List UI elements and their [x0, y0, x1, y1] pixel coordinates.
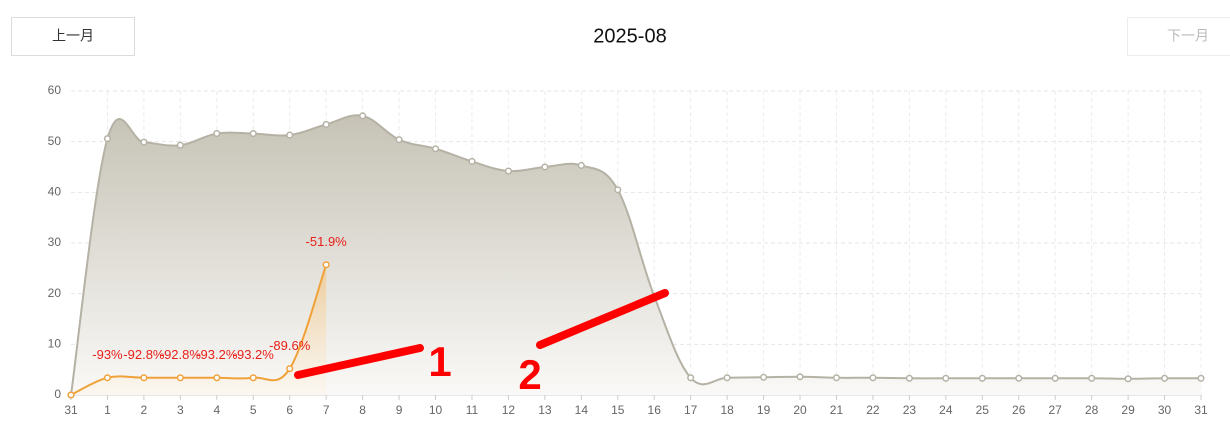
x-tick-label: 29: [1121, 403, 1135, 417]
y-tick-label: 30: [48, 235, 62, 249]
data-point: [1198, 375, 1204, 381]
data-point: [1016, 375, 1022, 381]
data-point: [579, 163, 585, 169]
y-tick-label: 50: [48, 134, 62, 148]
x-tick-label: 25: [976, 403, 990, 417]
data-point: [105, 136, 111, 142]
x-tick-label: 17: [684, 403, 698, 417]
data-point: [615, 187, 621, 193]
x-tick-label: 21: [830, 403, 844, 417]
data-point: [506, 168, 512, 174]
x-tick-label: 19: [757, 403, 771, 417]
next-button-label[interactable]: 下一月: [1167, 28, 1209, 44]
data-point: [141, 375, 147, 381]
data-point: [214, 131, 220, 137]
x-tick-label: 10: [429, 403, 443, 417]
data-point: [907, 375, 913, 381]
x-tick-label: 3: [177, 403, 184, 417]
x-tick-label: 11: [466, 403, 479, 417]
x-tick-label: 13: [538, 403, 552, 417]
data-point: [943, 375, 949, 381]
y-tick-label: 0: [54, 387, 61, 401]
data-point: [360, 113, 366, 119]
x-tick-label: 16: [648, 403, 662, 417]
x-tick-label: 24: [939, 403, 953, 417]
x-tick-label: 18: [720, 403, 734, 417]
prev-button-label[interactable]: 上一月: [52, 28, 94, 44]
x-tick-label: 8: [359, 403, 366, 417]
x-tick-label: 14: [575, 403, 589, 417]
data-point: [1162, 375, 1168, 381]
y-tick-label: 10: [48, 337, 62, 351]
x-tick-label: 27: [1049, 403, 1063, 417]
x-tick-label: 22: [866, 403, 880, 417]
data-point: [287, 132, 293, 138]
data-point: [724, 375, 730, 381]
data-point: [1052, 375, 1058, 381]
x-tick-label: 1: [104, 403, 111, 417]
data-point: [1089, 375, 1095, 381]
data-point: [250, 131, 256, 137]
data-point: [323, 122, 329, 128]
data-point: [141, 139, 147, 145]
data-point: [250, 375, 256, 381]
month-title: 2025-08: [593, 25, 666, 47]
data-point: [68, 392, 74, 398]
x-tick-label: 12: [502, 403, 516, 417]
data-point: [797, 374, 803, 380]
data-point: [396, 137, 402, 143]
x-tick-label: 31: [64, 403, 78, 417]
x-tick-label: 15: [611, 403, 625, 417]
y-tick-label: 40: [48, 185, 62, 199]
data-point: [287, 366, 293, 372]
annotation-label: 2: [518, 351, 541, 398]
data-point: [834, 375, 840, 381]
data-point: [214, 375, 220, 381]
data-point: [105, 375, 111, 381]
data-label: -89.6%: [269, 338, 311, 353]
data-point: [979, 375, 985, 381]
data-point: [542, 164, 548, 170]
x-tick-label: 6: [286, 403, 293, 417]
data-point: [178, 375, 184, 381]
data-point: [469, 159, 475, 165]
data-label: -51.9%: [306, 234, 348, 249]
data-point: [688, 375, 694, 381]
data-point: [323, 262, 329, 268]
data-point: [761, 374, 767, 380]
data-label: -93%: [92, 347, 123, 362]
x-tick-label: 20: [793, 403, 807, 417]
annotation-label: 1: [428, 338, 451, 385]
x-tick-label: 30: [1158, 403, 1172, 417]
x-tick-label: 9: [396, 403, 403, 417]
data-point: [433, 146, 439, 152]
x-tick-label: 26: [1012, 403, 1026, 417]
data-label: -93.2%: [233, 347, 275, 362]
data-label: -93.2%: [196, 347, 238, 362]
x-tick-label: 5: [250, 403, 257, 417]
data-point: [870, 375, 876, 381]
x-tick-label: 23: [903, 403, 917, 417]
x-tick-label: 7: [323, 403, 330, 417]
data-label: -92.8%: [160, 347, 202, 362]
x-tick-label: 31: [1194, 403, 1208, 417]
y-tick-label: 20: [48, 286, 62, 300]
data-point: [178, 142, 184, 148]
x-tick-label: 28: [1085, 403, 1099, 417]
x-tick-label: 4: [213, 403, 220, 417]
data-label: -92.8%: [123, 347, 165, 362]
y-tick-label: 60: [48, 83, 62, 97]
x-tick-label: 2: [141, 403, 148, 417]
data-point: [1125, 376, 1131, 382]
